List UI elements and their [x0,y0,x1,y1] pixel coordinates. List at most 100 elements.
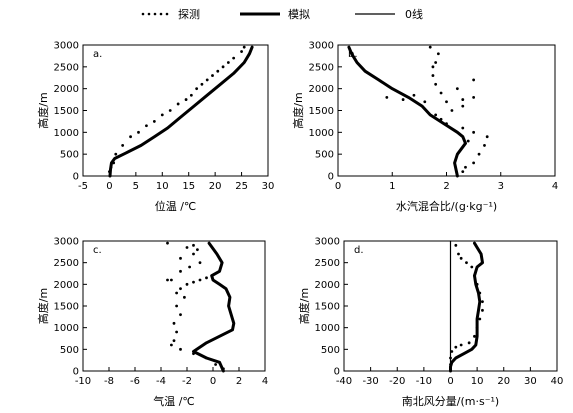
data-point [412,93,416,97]
panels: -5 0 5 10 15 20 25 30050010001500200025003000a.… [36,41,563,409]
data-point [439,91,443,95]
data-point [461,104,465,108]
x-axis-title: 位温 /℃ [155,199,197,213]
y-tick-label: 3000 [54,237,79,248]
y-tick-label: 1000 [54,128,79,139]
data-point [221,65,225,69]
data-point [450,350,454,353]
data-point [478,317,482,321]
data-point [166,241,169,245]
panel-letter: a. [93,49,102,60]
data-point [166,278,169,282]
x-tick-label: 20 [209,181,222,192]
data-point [170,278,173,282]
data-point [434,113,438,117]
data-point [170,343,173,347]
y-tick-label: 1000 [309,128,334,139]
y-axis-title: 高度/m [36,92,50,128]
data-point [179,347,182,351]
series-simulated-line [192,241,236,373]
legend-marker-dot [153,12,157,16]
data-point [205,78,209,82]
data-point [185,282,189,286]
data-point [477,152,481,156]
data-point [454,345,458,349]
series-simulated-line [108,45,254,178]
data-point [434,61,438,64]
data-point [114,152,118,156]
data-point [473,334,476,338]
y-tick-label: 0 [73,172,79,183]
plot-frame [82,240,266,372]
x-tick-label: 25 [235,181,248,192]
plot-frame [337,44,556,177]
data-point [137,130,140,134]
x-tick-label: 30 [524,376,537,387]
data-point [472,130,476,134]
data-point [179,269,182,273]
x-tick-label: 15 [182,181,195,192]
legend-marker-dot [165,12,169,16]
data-point [172,321,176,325]
x-tick-label: 3 [498,181,504,192]
x-tick-label: 5 [133,181,139,192]
x-tick-label: -6 [130,376,140,387]
data-point [179,256,182,260]
legend-label: 0线 [405,7,423,21]
x-tick-label: 20 [497,376,510,387]
data-point [232,56,236,60]
data-point [179,313,182,317]
x-tick-label: -10 [75,376,91,387]
y-tick-label: 2000 [309,84,334,95]
y-tick-label: 1500 [54,302,79,313]
data-point [485,135,489,139]
x-tick-label: 0 [106,181,112,192]
series-simulated-line [347,45,467,178]
y-tick-label: 3000 [315,237,340,248]
x-tick-label: 30 [262,181,275,192]
y-axis-title: 高度/m [297,288,311,324]
data-point [183,295,186,299]
data-point [423,100,427,104]
data-point [401,98,405,101]
data-point [198,261,202,265]
y-tick-label: 2500 [54,258,79,269]
data-point [457,252,460,256]
data-point [129,135,132,139]
y-tick-label: 1500 [54,106,79,117]
x-tick-label: 2 [236,376,242,387]
y-tick-label: 2500 [309,62,334,73]
data-point [216,69,220,73]
y-tick-label: 500 [60,345,79,356]
y-tick-label: 2000 [54,84,79,95]
data-point [481,308,484,312]
data-point [179,287,182,291]
data-point [481,300,484,304]
data-point [459,256,463,260]
x-tick-label: 0 [210,376,216,387]
y-tick-label: 3000 [309,41,334,52]
x-tick-label: -10 [416,376,432,387]
x-tick-label: -40 [336,376,352,387]
y-tick-label: 3000 [54,41,79,52]
data-point [431,65,435,69]
data-point [450,109,454,112]
data-point [436,52,440,56]
data-point [464,165,467,169]
data-point [195,87,199,91]
data-point [175,291,179,295]
data-point [160,113,164,117]
chart-panel-2: 0 1 2 3 4050010001500200025003000b.水汽混合比/(g·… [291,41,558,214]
series-observed [385,45,489,174]
y-tick-label: 0 [334,367,340,378]
panel-letter: d. [354,245,364,256]
y-axis-title: 高度/m [36,288,50,324]
y-tick-label: 1500 [309,106,334,117]
y-tick-label: 2500 [315,258,340,269]
panel-letter: c. [93,245,102,256]
data-point [226,61,230,64]
data-point [211,74,214,77]
x-axis-title: 气温 /℃ [153,394,195,408]
data-point [466,139,470,143]
data-point [205,276,208,280]
